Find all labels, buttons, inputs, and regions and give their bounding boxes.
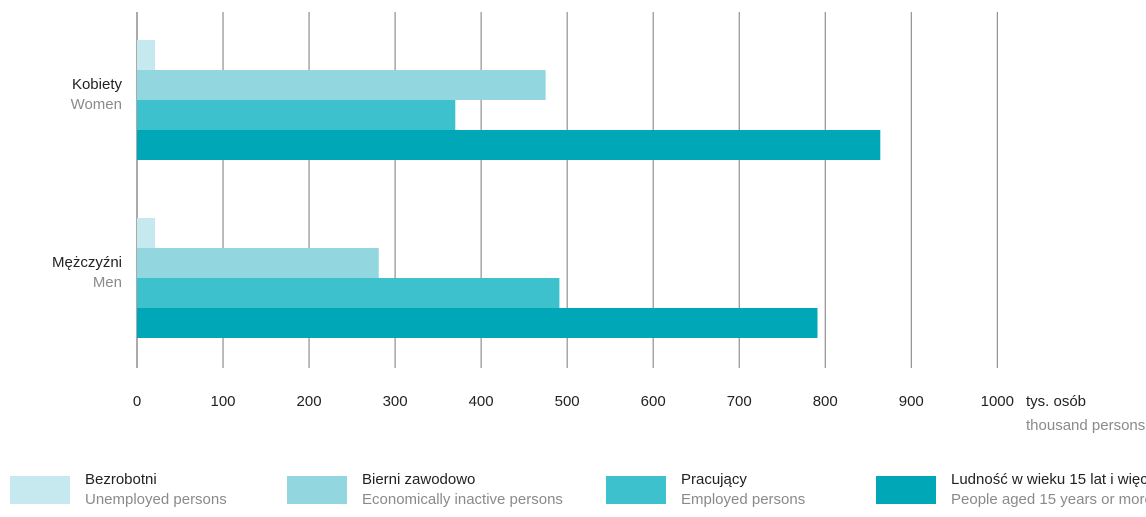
bar: [137, 40, 156, 70]
x-tick-label: 800: [813, 393, 838, 410]
legend-label: Bezrobotni: [85, 471, 157, 488]
bar: [137, 278, 560, 308]
bar: [137, 130, 881, 160]
category-label: Mężczyźni: [52, 254, 122, 271]
legend-text: Pracujący Employed persons: [681, 470, 805, 510]
legend: Bezrobotni Unemployed persons Bierni zawod…: [0, 470, 1146, 517]
x-tick-label: 0: [133, 393, 141, 410]
legend-label-en: Employed persons: [681, 491, 806, 508]
legend-text: Bezrobotni Unemployed persons: [85, 470, 227, 510]
bar: [137, 70, 546, 100]
unit-label-en: thousand persons: [1026, 417, 1145, 434]
legend-item: Bierni zawodowo Economically inactive per…: [287, 470, 563, 510]
category-label: Kobiety: [72, 76, 123, 93]
legend-text: Ludność w wieku 15 lat i więcej People ag…: [951, 470, 1146, 510]
x-tick-label: 100: [211, 393, 236, 410]
legend-label: Pracujący: [681, 471, 747, 488]
x-tick-label: 400: [469, 393, 494, 410]
legend-label-en: Unemployed persons: [85, 491, 227, 508]
legend-text: Bierni zawodowo Economically inactive per…: [362, 470, 563, 510]
x-tick-label: 1000: [981, 393, 1014, 410]
legend-label: Ludność w wieku 15 lat i więcej: [951, 471, 1146, 488]
legend-label-en: Economically inactive persons: [362, 491, 563, 508]
x-tick-label: 900: [899, 393, 924, 410]
bar: [137, 100, 456, 130]
legend-swatch: [10, 476, 70, 504]
x-tick-label: 200: [297, 393, 322, 410]
legend-item: Ludność w wieku 15 lat i więcej People ag…: [876, 470, 1146, 510]
legend-swatch: [606, 476, 666, 504]
x-tick-label: 600: [641, 393, 666, 410]
category-labels: Kobiety Women Mężczyźni Men: [52, 76, 123, 291]
bar: [137, 218, 156, 248]
legend-item: Pracujący Employed persons: [606, 470, 805, 510]
x-tick-label: 300: [383, 393, 408, 410]
category-sublabel: Men: [93, 274, 122, 291]
x-tick-label: 700: [727, 393, 752, 410]
x-axis-ticks: 0 100 200 300 400 500 600 700 800 900 1000: [133, 393, 1014, 410]
legend-label-en: People aged 15 years or more: [951, 491, 1146, 508]
legend-swatch: [287, 476, 347, 504]
bar-chart: 0 100 200 300 400 500 600 700 800 900 1000 Kobiety…: [52, 12, 1145, 434]
bars: [137, 40, 881, 338]
category-sublabel: Women: [71, 96, 122, 113]
legend-item: Bezrobotni Unemployed persons: [10, 470, 227, 510]
unit-label: tys. osób: [1026, 393, 1086, 410]
bar: [137, 248, 379, 278]
x-tick-label: 500: [555, 393, 580, 410]
legend-swatch: [876, 476, 936, 504]
legend-label: Bierni zawodowo: [362, 471, 476, 488]
bar: [137, 308, 818, 338]
